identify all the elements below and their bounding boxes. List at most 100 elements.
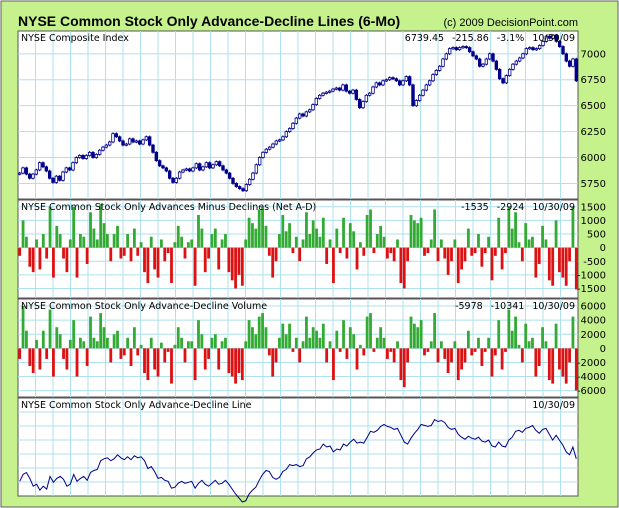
bar-negative: [298, 348, 302, 363]
bar-negative: [65, 348, 69, 370]
candle-body: [341, 84, 345, 91]
candle-body: [504, 75, 509, 84]
candle-body: [224, 169, 229, 174]
candle-body: [397, 80, 402, 86]
bar-negative: [450, 247, 453, 262]
bar-positive: [318, 236, 322, 248]
candle-body: [431, 74, 435, 82]
candle-body: [181, 169, 185, 173]
candle-body: [41, 162, 45, 168]
candle-body: [437, 65, 442, 71]
readout-pct: -3.1%: [497, 33, 525, 44]
y-tick-label: 6750: [581, 75, 606, 86]
bar-positive: [72, 320, 76, 349]
bar-positive: [82, 236, 86, 248]
candle-body: [321, 92, 325, 96]
bar-negative: [31, 348, 35, 374]
bar-positive: [321, 323, 325, 349]
bar-positive: [254, 228, 258, 248]
bar-positive: [116, 330, 119, 349]
candle-body: [311, 104, 315, 111]
bar-positive: [72, 206, 76, 248]
candle-body: [57, 175, 62, 181]
bar-negative: [136, 348, 140, 356]
candle-body: [44, 166, 49, 172]
bar-negative: [75, 247, 79, 278]
candle-body: [424, 84, 429, 91]
bar-positive: [439, 341, 443, 349]
candle-body: [387, 77, 392, 81]
bar-negative: [436, 348, 440, 363]
bar-positive: [369, 313, 372, 349]
candle-body: [364, 94, 369, 102]
bar-positive: [541, 225, 544, 248]
bar-negative: [470, 348, 474, 356]
bar-negative: [443, 247, 447, 259]
bar-negative: [156, 348, 160, 377]
bar-negative: [183, 247, 187, 259]
bar-negative: [166, 348, 170, 352]
bar-positive: [176, 225, 180, 248]
candle-body: [97, 149, 102, 155]
bar-negative: [406, 247, 410, 262]
y-tick-label: 1500: [581, 202, 606, 213]
bar-positive: [527, 341, 531, 349]
bar-positive: [466, 228, 470, 248]
candle-body: [417, 94, 422, 101]
bar-positive: [200, 228, 204, 248]
bar-negative: [355, 348, 359, 370]
bar-positive: [288, 323, 291, 349]
bar-negative: [38, 247, 42, 270]
bar-positive: [89, 316, 92, 349]
bar-negative: [568, 348, 571, 363]
panel-ad-volume-title: NYSE Common Stock Only Advance-Decline V…: [21, 301, 267, 312]
candle-body: [554, 34, 559, 42]
bar-negative: [473, 247, 477, 254]
bar-negative: [119, 247, 123, 259]
bar-negative: [574, 247, 578, 290]
bar-positive: [429, 239, 433, 248]
bar-negative: [456, 247, 460, 284]
candle-body: [21, 167, 25, 174]
candle-body: [167, 170, 172, 179]
bar-negative: [490, 348, 494, 377]
bar-positive: [439, 239, 443, 248]
bar-positive: [554, 220, 558, 248]
candle-body: [347, 90, 352, 94]
bar-negative: [65, 247, 69, 273]
y-tick-label: -500: [583, 257, 606, 268]
bar-negative: [423, 348, 426, 356]
bar-negative: [274, 348, 278, 363]
bar-positive: [335, 330, 339, 349]
bar-negative: [423, 247, 426, 256]
candle-body: [391, 77, 395, 80]
candle-body: [524, 48, 529, 55]
panel-ad-volume: NYSE Common Stock Only Advance-Decline V…: [17, 298, 606, 398]
bar-negative: [28, 247, 32, 267]
bar-negative: [450, 348, 453, 363]
bar-positive: [41, 234, 45, 248]
candle-body: [67, 167, 72, 171]
candle-body: [134, 140, 139, 143]
bar-positive: [382, 236, 386, 248]
candle-body: [77, 155, 82, 158]
bar-positive: [244, 239, 248, 248]
readout-date: 10/30/09: [532, 33, 575, 44]
bar-positive: [224, 337, 227, 349]
candle-body: [234, 183, 239, 187]
bar-negative: [500, 348, 504, 370]
y-tick-label: 4000: [581, 316, 606, 327]
candle-body: [157, 160, 162, 167]
candle-body: [401, 80, 405, 86]
bar-positive: [186, 341, 190, 349]
bar-negative: [385, 348, 389, 359]
bar-positive: [159, 239, 163, 248]
bar-positive: [311, 327, 315, 349]
readout-date: 10/30/09: [532, 202, 575, 213]
bar-positive: [308, 337, 312, 349]
candle-body: [64, 167, 69, 173]
bar-negative: [436, 247, 440, 262]
panel-ad-line: NYSE Common Stock Only Advance-Decline L…: [17, 397, 579, 503]
candle-body: [317, 94, 322, 99]
bar-negative: [406, 348, 410, 363]
